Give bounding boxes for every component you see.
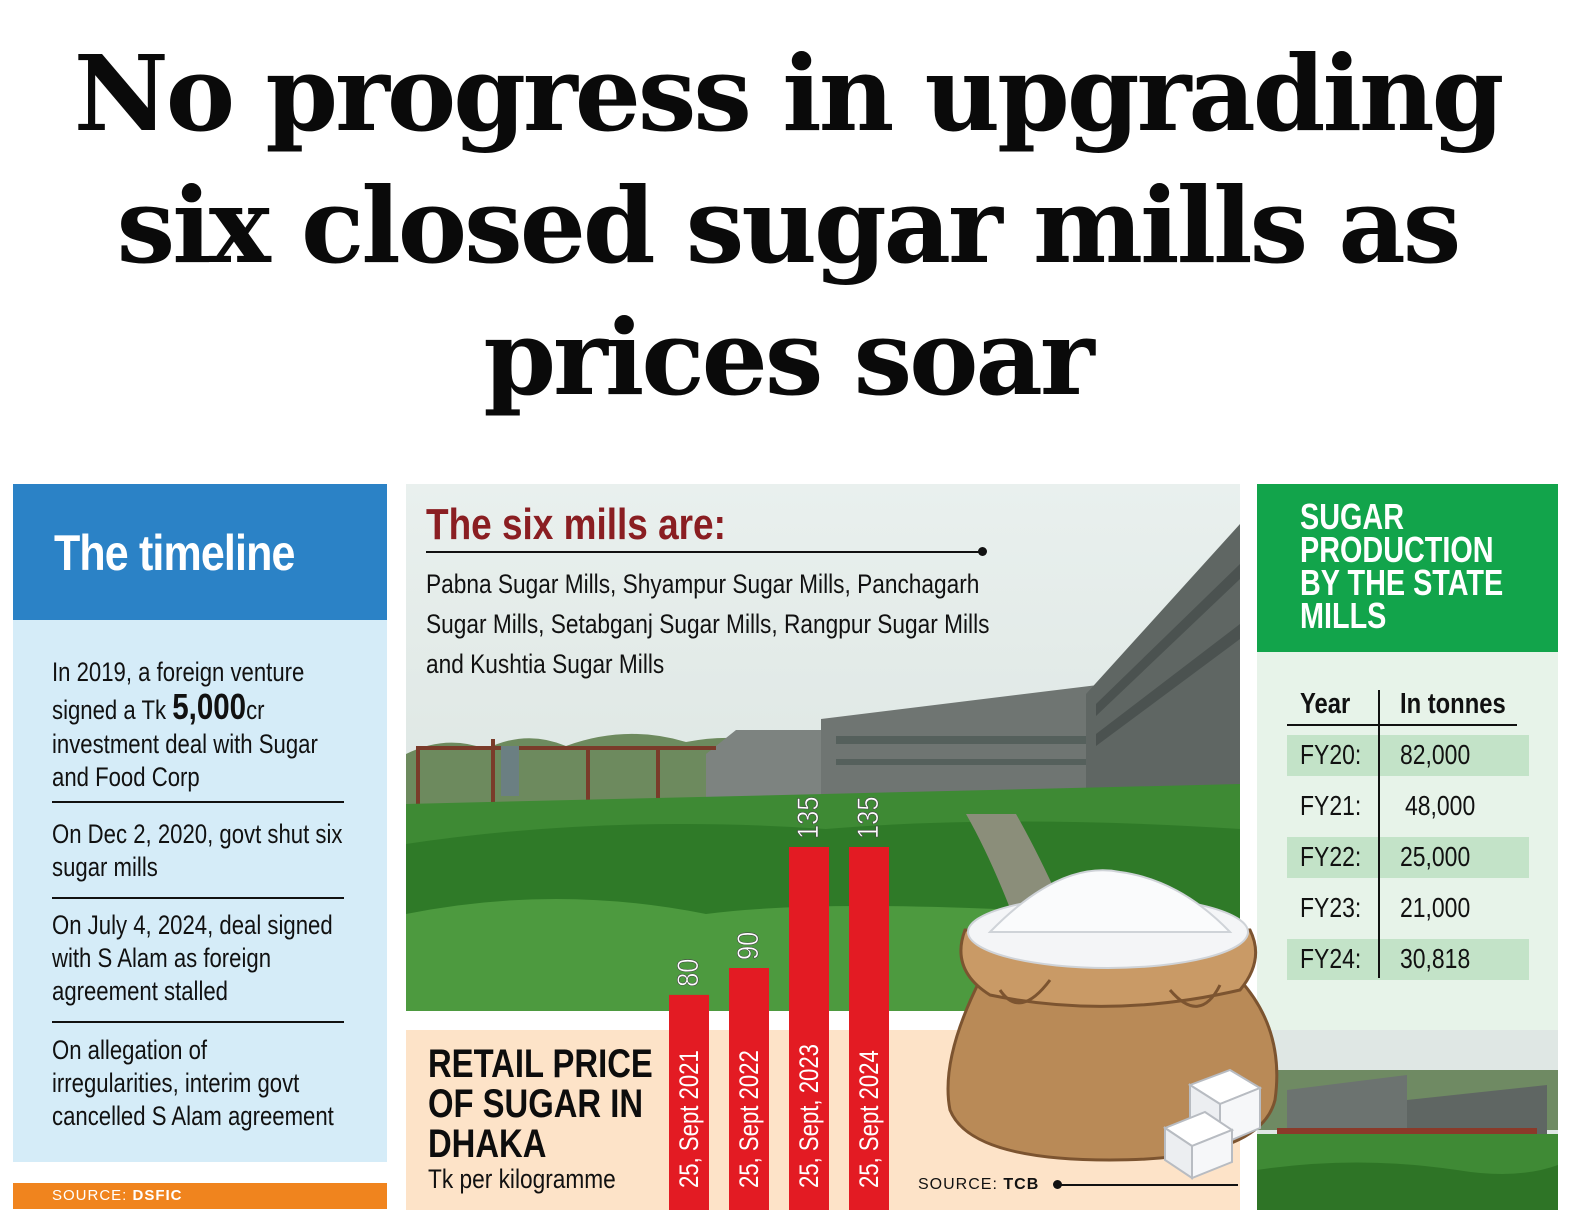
headline-line-3: prices soar [483,296,1094,419]
column-header-tonnes: In tonnes [1400,688,1506,720]
production-title-line: MILLS [1300,595,1387,636]
tonnes-cell: 82,000 [1400,739,1471,770]
timeline-text: signed a Tk [52,695,173,725]
mills-list-line: Pabna Sugar Mills, Shyampur Sugar Mills,… [426,569,980,599]
timeline-text: In 2019, a foreign venture [52,657,305,687]
timeline-text: with S Alam as foreign [52,943,272,973]
timeline-text: investment deal with Sugar [52,729,318,759]
price-bar [669,994,709,1210]
production-title-line: PRODUCTION [1300,529,1494,570]
investment-amount: 5,000 [172,686,247,727]
timeline-divider [52,801,344,803]
timeline-text: sugar mills [52,852,158,882]
year-cell: FY22: [1300,841,1362,872]
retail-source-rule [1058,1184,1238,1186]
timeline-text: On July 4, 2024, deal signed [52,910,333,940]
timeline-text: agreement stalled [52,976,229,1006]
headline-line-1: No progress in upgrading [73,32,1505,155]
source-label: SOURCE: [918,1176,998,1193]
year-cell: FY23: [1300,892,1362,923]
mills-title: The six mills are: [426,500,726,549]
mills-divider [426,551,980,553]
timeline-item-2019: In 2019, a foreign venture signed a Tk 5… [52,656,331,794]
headline: No progress in upgrading six closed suga… [0,28,1575,424]
source-value: DSFIC [132,1187,183,1204]
table-row: FY22: 25,000 [1287,837,1529,878]
timeline-title: The timeline [54,525,295,581]
retail-price-bar-chart: 80 25, Sept 2021 90 25, Sept 2022 135 25, Sep… [669,796,889,1210]
source-value: TCB [1003,1176,1040,1193]
price-bar-category-label: 25, Sept 2022 [735,1050,765,1188]
price-bar-value-label: 135 [791,796,824,839]
mills-list: Pabna Sugar Mills, Shyampur Sugar Mills,… [426,564,997,684]
mills-list-line: Sugar Mills, Setabganj Sugar Mills, Rang… [426,609,990,639]
timeline-divider [52,1021,344,1023]
price-bar [729,968,769,1210]
year-cell: FY20: [1300,739,1362,770]
price-bar [849,847,889,1210]
source-label: SOURCE: [52,1187,128,1204]
price-bar-category-label: 25, Sept 2021 [675,1050,705,1188]
retail-source: SOURCE: TCB [918,1176,1039,1194]
table-row: FY20: 82,000 [1287,735,1529,776]
production-header [1257,484,1558,652]
timeline-text: On Dec 2, 2020, govt shut six [52,819,343,849]
table-row: FY21: 48,000 [1287,786,1529,827]
sugar-sack-illustration [946,869,1279,1180]
production-title-line: SUGAR [1300,496,1405,537]
retail-price-unit: Tk per kilogramme [428,1164,616,1194]
price-bar-value-label: 90 [731,932,764,960]
price-bar-category-label: 25, Sept 2024 [855,1050,885,1188]
timeline-item-2024: On July 4, 2024, deal signed with S Alam… [52,909,333,1008]
price-bar-value-label: 80 [671,959,704,987]
table-row: FY24: 30,818 [1287,939,1529,980]
timeline-text: On allegation of [52,1035,208,1065]
timeline-source: SOURCE: DSFIC [52,1187,183,1204]
mills-divider-dot [978,547,987,556]
tonnes-cell: 30,818 [1400,943,1471,974]
column-header-year: Year [1300,688,1351,720]
price-bar-category-label: 25, Sept, 2023 [795,1044,825,1188]
timeline-text: irregularities, interim govt [52,1068,300,1098]
table-row: FY23: 21,000 [1287,888,1529,929]
timeline-body [13,620,387,1162]
mill-thumbnail-photo [1257,1030,1558,1210]
year-cell: FY21: [1300,790,1362,821]
price-bar [789,847,829,1210]
tonnes-cell: 48,000 [1405,790,1476,821]
timeline-text: cr [246,695,265,725]
retail-source-dot [1053,1180,1062,1189]
price-bar-value-label: 135 [851,796,884,839]
retail-title-line: OF SUGAR IN [428,1082,644,1126]
timeline-divider [52,897,344,899]
retail-price-title: RETAIL PRICE OF SUGAR IN DHAKA [428,1044,653,1164]
retail-title-line: DHAKA [428,1122,547,1166]
production-title: SUGAR PRODUCTION BY THE STATE MILLS [1300,496,1504,636]
production-title-line: BY THE STATE [1300,562,1504,603]
retail-title-line: RETAIL PRICE [428,1042,653,1086]
headline-line-2: six closed sugar mills as [116,164,1462,287]
timeline-source-bar [13,1183,387,1209]
tonnes-cell: 21,000 [1400,892,1471,923]
tonnes-cell: 25,000 [1400,841,1471,872]
timeline-item-2020: On Dec 2, 2020, govt shut six sugar mill… [52,818,343,884]
table-column-rule [1378,690,1380,978]
table-header-rule [1287,724,1517,726]
timeline-header [13,484,387,620]
timeline-text: signed a Tk 5,000cr [52,689,331,728]
timeline-item-cancel: On allegation of irregularities, interim… [52,1034,334,1133]
timeline-text: cancelled S Alam agreement [52,1101,334,1131]
timeline-text: and Food Corp [52,762,200,792]
mills-list-line: and Kushtia Sugar Mills [426,649,665,679]
year-cell: FY24: [1300,943,1362,974]
